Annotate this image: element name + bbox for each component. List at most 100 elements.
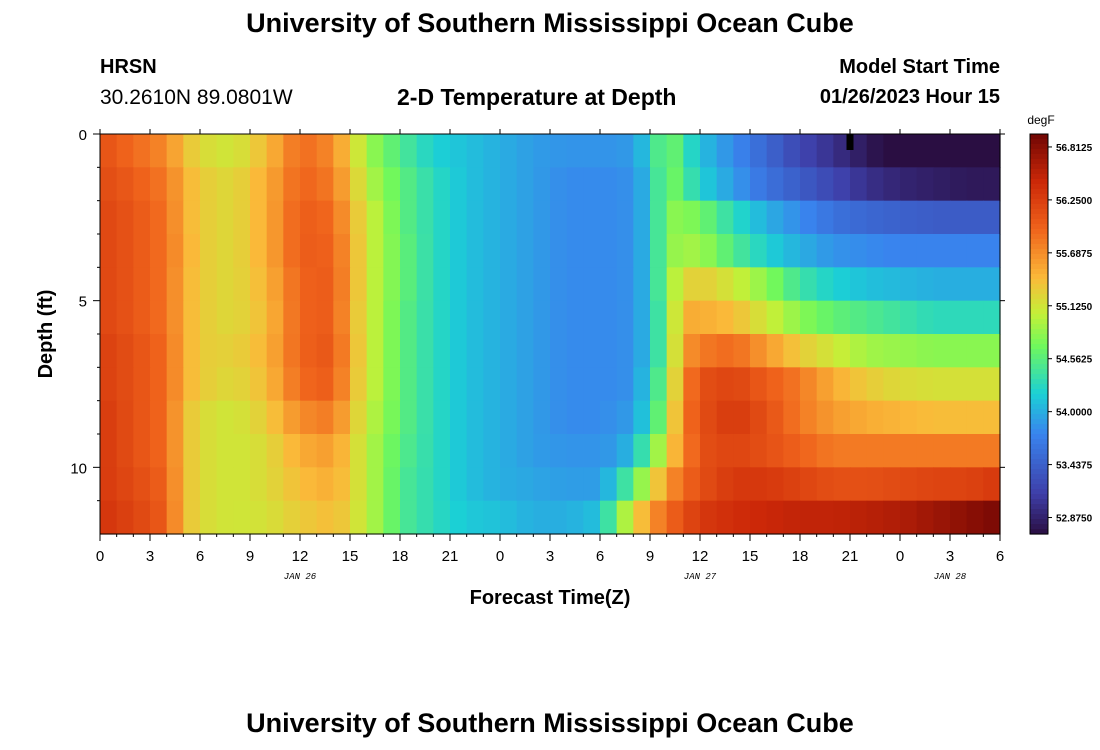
heatmap-cell	[466, 234, 484, 268]
heatmap-cell	[666, 134, 684, 168]
heatmap-cell	[800, 167, 818, 202]
heatmap-cell	[950, 234, 968, 268]
heatmap-cell	[950, 434, 968, 468]
heatmap-cell	[116, 267, 134, 302]
heatmap-cell	[600, 400, 618, 435]
heatmap-cell	[100, 200, 118, 235]
heatmap-cell	[166, 200, 184, 235]
heatmap-cell	[233, 234, 251, 268]
heatmap-cell	[933, 500, 951, 535]
heatmap-cell	[116, 300, 134, 335]
heatmap-cell	[233, 134, 251, 168]
x-tick-label: 6	[196, 548, 204, 565]
heatmap-cell	[716, 400, 734, 435]
heatmap-cell	[950, 167, 968, 202]
heatmap-cell	[650, 500, 668, 535]
heatmap-cell	[483, 367, 501, 402]
heatmap-cell	[433, 134, 451, 168]
colorbar-tick-label: 56.8125	[1056, 143, 1093, 154]
heatmap-cell	[916, 167, 934, 202]
heatmap-cell	[266, 367, 284, 402]
heatmap-cell	[700, 167, 718, 202]
heatmap-cell	[466, 134, 484, 168]
heatmap-cell	[666, 334, 684, 368]
heatmap-cell	[400, 167, 418, 202]
heatmap-cell	[216, 200, 234, 235]
heatmap-cell	[333, 334, 351, 368]
heatmap-cell	[916, 334, 934, 368]
x-tick-label: 18	[392, 548, 409, 565]
heatmap-cell	[100, 167, 118, 202]
heatmap-cell	[400, 234, 418, 268]
heatmap-cell	[100, 134, 118, 168]
heatmap-cell	[833, 300, 851, 335]
heatmap-cell	[550, 300, 568, 335]
heatmap-cell	[616, 167, 634, 202]
colorbar-segment	[1030, 459, 1048, 465]
heatmap-cell	[350, 267, 368, 302]
colorbar-segment	[1030, 389, 1048, 395]
heatmap-cell	[266, 334, 284, 368]
colorbar-segment	[1030, 504, 1048, 510]
heatmap-cell	[966, 267, 984, 302]
x-tick-label: 9	[646, 548, 654, 565]
heatmap-cell	[866, 367, 884, 402]
heatmap-cell	[533, 167, 551, 202]
heatmap-cell	[883, 267, 901, 302]
heatmap-cell	[816, 367, 834, 402]
heatmap-cell	[766, 167, 784, 202]
colorbar-segment	[1030, 329, 1048, 335]
y-tick-label: 0	[79, 127, 87, 144]
x-tick-label: 0	[496, 548, 504, 565]
heatmap-cell	[850, 200, 868, 235]
heatmap-cell	[933, 434, 951, 468]
heatmap-cell	[350, 400, 368, 435]
colorbar-segment	[1030, 304, 1048, 310]
chart-subtitle: 2-D Temperature at Depth	[397, 84, 677, 110]
heatmap-cell	[566, 500, 584, 535]
heatmap-cell	[266, 267, 284, 302]
colorbar-segment	[1030, 194, 1048, 200]
heatmap-cell	[350, 234, 368, 268]
heatmap-cell	[366, 167, 384, 202]
heatmap-cell	[683, 334, 701, 368]
heatmap-cell	[750, 434, 768, 468]
heatmap-cell	[750, 367, 768, 402]
heatmap-cell	[683, 267, 701, 302]
heatmap-cell	[116, 200, 134, 235]
heatmap-cell	[783, 267, 801, 302]
heatmap-cell	[500, 234, 518, 268]
heatmap-cell	[866, 200, 884, 235]
heatmap-cell	[783, 300, 801, 335]
colorbar-segment	[1030, 524, 1048, 530]
heatmap-cell	[933, 334, 951, 368]
heatmap-cell	[750, 134, 768, 168]
heatmap-cell	[300, 400, 318, 435]
heatmap-cell	[766, 467, 784, 502]
heatmap-cell	[966, 300, 984, 335]
heatmap-cell	[116, 434, 134, 468]
heatmap-cell	[333, 200, 351, 235]
heatmap-cell	[866, 234, 884, 268]
heatmap-cell	[650, 200, 668, 235]
heatmap-cell	[950, 367, 968, 402]
heatmap-cell	[416, 467, 434, 502]
heatmap-cell	[283, 367, 301, 402]
heatmap-cell	[650, 400, 668, 435]
heatmap-cell	[466, 434, 484, 468]
heatmap-cell	[633, 200, 651, 235]
heatmap-cell	[766, 300, 784, 335]
heatmap-cell	[483, 434, 501, 468]
heatmap-cell	[800, 500, 818, 535]
heatmap-cell	[416, 234, 434, 268]
heatmap-cell	[900, 167, 918, 202]
colorbar-unit: degF	[1027, 113, 1054, 127]
heatmap-cell	[700, 467, 718, 502]
heatmap-cell	[750, 334, 768, 368]
heatmap-cell	[750, 267, 768, 302]
heatmap-cell	[183, 167, 201, 202]
heatmap-cell	[983, 267, 1001, 302]
heatmap-cell	[983, 200, 1001, 235]
heatmap-cell	[350, 300, 368, 335]
